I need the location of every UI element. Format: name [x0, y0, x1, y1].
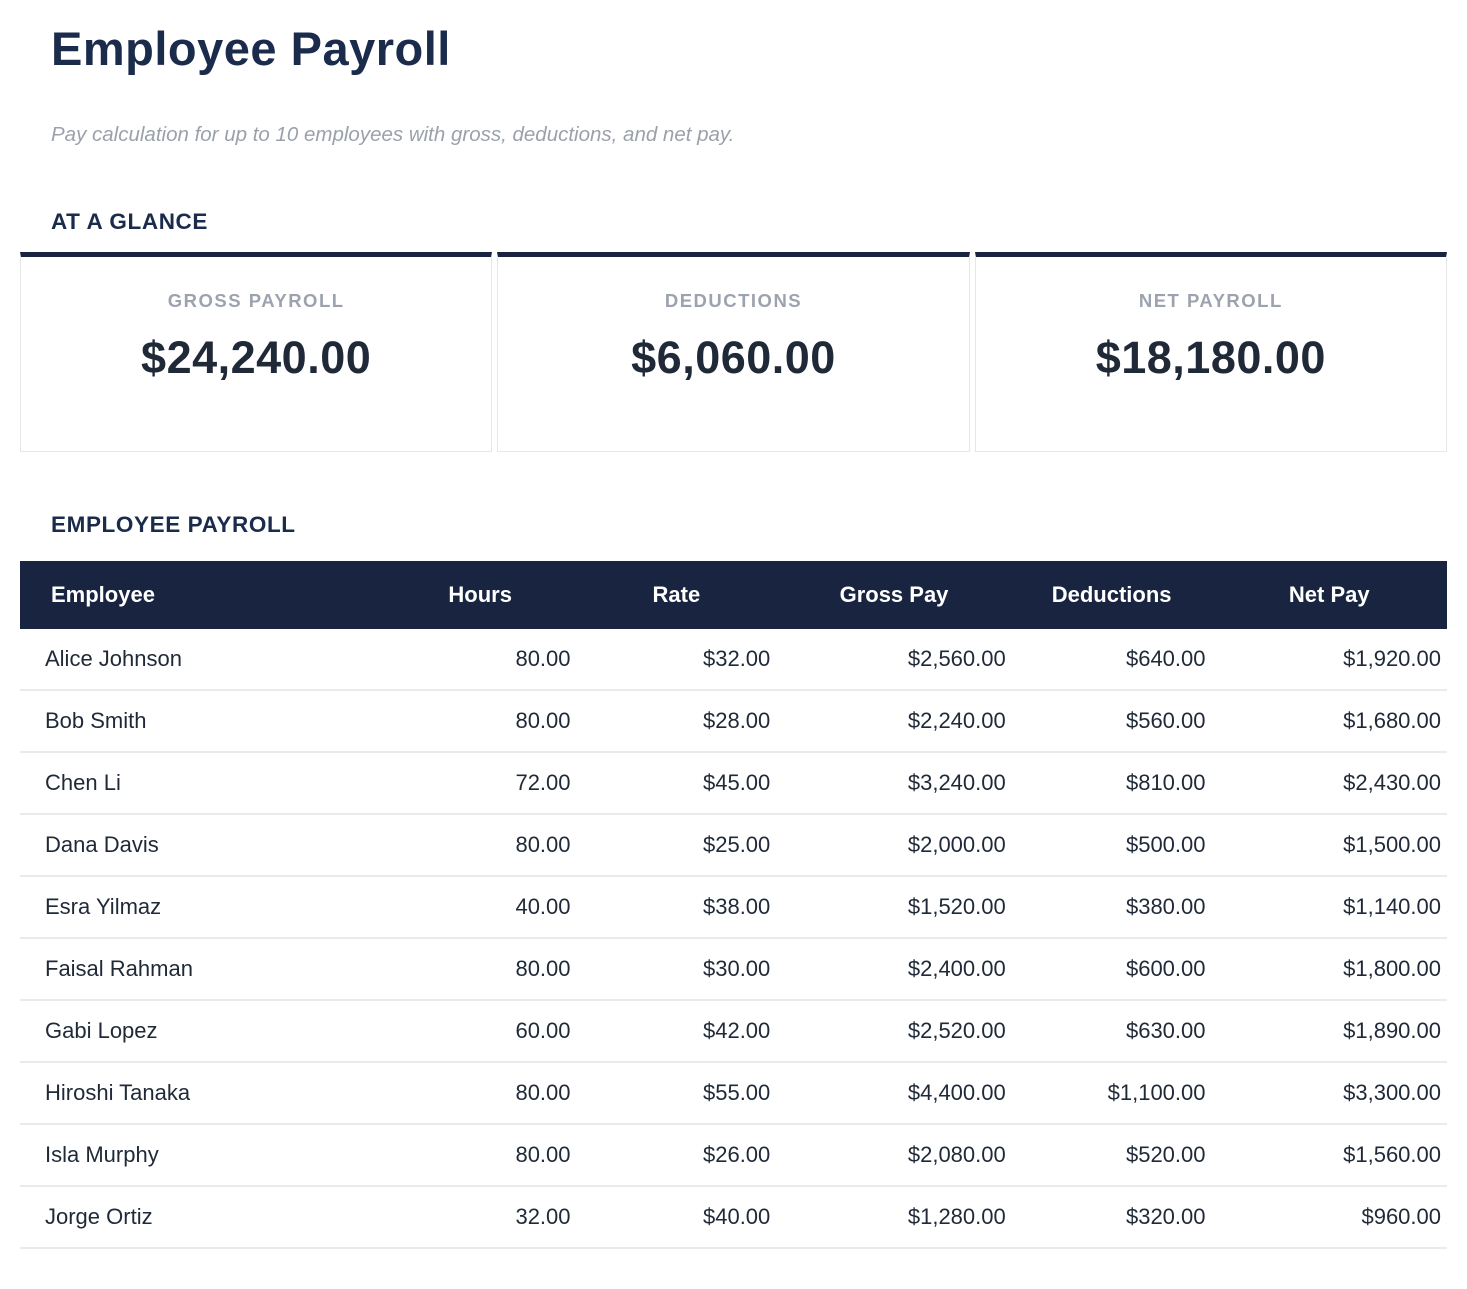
cell-deductions: $320.00	[1011, 1186, 1212, 1250]
table-row: Gabi Lopez 60.00 $42.00 $2,520.00 $630.00 $1,…	[20, 1000, 1447, 1064]
stat-value-net-payroll: $18,180.00	[1095, 332, 1326, 384]
cell-hours: 80.00	[383, 1124, 577, 1188]
cell-net-pay: $1,680.00	[1211, 690, 1447, 754]
stat-value-deductions: $6,060.00	[631, 332, 836, 384]
cell-gross-pay: $2,520.00	[776, 1000, 1012, 1064]
cell-deductions: $1,100.00	[1011, 1062, 1212, 1126]
column-header-rate: Rate	[576, 561, 777, 630]
cell-rate: $42.00	[576, 1000, 777, 1064]
cell-employee: Alice Johnson	[20, 629, 384, 692]
stat-value-gross-payroll: $24,240.00	[141, 332, 372, 384]
cell-deductions: $380.00	[1011, 876, 1212, 940]
cell-deductions: $520.00	[1011, 1124, 1212, 1188]
cell-hours: 80.00	[383, 690, 577, 754]
cell-net-pay: $1,560.00	[1211, 1124, 1447, 1188]
table-row: Chen Li 72.00 $45.00 $3,240.00 $810.00 $2,430…	[20, 752, 1447, 816]
cell-rate: $55.00	[576, 1062, 777, 1126]
table-row: Bob Smith 80.00 $28.00 $2,240.00 $560.00 $1,6…	[20, 690, 1447, 754]
cell-hours: 80.00	[383, 814, 577, 878]
column-header-gross-pay: Gross Pay	[776, 561, 1012, 630]
cell-rate: $45.00	[576, 752, 777, 816]
cell-gross-pay: $2,080.00	[776, 1124, 1012, 1188]
cell-gross-pay: $2,000.00	[776, 814, 1012, 878]
table-row: Jorge Ortiz 32.00 $40.00 $1,280.00 $320.00 $9…	[20, 1186, 1447, 1250]
table-row: Hiroshi Tanaka 80.00 $55.00 $4,400.00 $1,100…	[20, 1062, 1447, 1126]
cell-gross-pay: $3,240.00	[776, 752, 1012, 816]
cell-net-pay: $1,920.00	[1211, 629, 1447, 692]
cell-gross-pay: $2,400.00	[776, 938, 1012, 1002]
table-row: Faisal Rahman 80.00 $30.00 $2,400.00 $600.00…	[20, 938, 1447, 1002]
cell-net-pay: $1,800.00	[1211, 938, 1447, 1002]
cell-deductions: $810.00	[1011, 752, 1212, 816]
stat-cards: GROSS PAYROLL $24,240.00 DEDUCTIONS $6,0…	[20, 252, 1447, 453]
cell-hours: 32.00	[383, 1186, 577, 1250]
page-subtitle: Pay calculation for up to 10 employees w…	[51, 123, 735, 147]
stat-label-gross-payroll: GROSS PAYROLL	[167, 290, 345, 312]
cell-employee: Faisal Rahman	[20, 938, 384, 1002]
table-row: Dana Davis 80.00 $25.00 $2,000.00 $500.00 $1,…	[20, 814, 1447, 878]
cell-deductions: $500.00	[1011, 814, 1212, 878]
cell-rate: $25.00	[576, 814, 777, 878]
cell-gross-pay: $1,520.00	[776, 876, 1012, 940]
column-header-employee: Employee	[20, 561, 384, 630]
cell-hours: 72.00	[383, 752, 577, 816]
cell-employee: Gabi Lopez	[20, 1000, 384, 1064]
employee-payroll-section: EMPLOYEE PAYROLL Employee Hours Rate Gro…	[20, 512, 1447, 1250]
cell-deductions: $600.00	[1011, 938, 1212, 1002]
page-title: Employee Payroll	[51, 22, 451, 75]
stat-card-gross-payroll: GROSS PAYROLL $24,240.00	[20, 252, 493, 453]
cell-gross-pay: $1,280.00	[776, 1186, 1012, 1250]
table-row: Alice Johnson 80.00 $32.00 $2,560.00 $640.00…	[20, 629, 1447, 692]
payroll-table: Employee Hours Rate Gross Pay Deductions…	[20, 561, 1447, 1250]
table-row: Esra Yilmaz 40.00 $38.00 $1,520.00 $380.00 $1…	[20, 876, 1447, 940]
cell-deductions: $640.00	[1011, 629, 1212, 692]
payroll-table-body: Alice Johnson 80.00 $32.00 $2,560.00 $640.00…	[20, 629, 1447, 1250]
cell-net-pay: $3,300.00	[1211, 1062, 1447, 1126]
cell-hours: 40.00	[383, 876, 577, 940]
cell-rate: $32.00	[576, 629, 777, 692]
cell-net-pay: $960.00	[1211, 1186, 1447, 1250]
table-row: Isla Murphy 80.00 $26.00 $2,080.00 $520.00 $1…	[20, 1124, 1447, 1188]
cell-hours: 60.00	[383, 1000, 577, 1064]
cell-employee: Isla Murphy	[20, 1124, 384, 1188]
cell-net-pay: $1,890.00	[1211, 1000, 1447, 1064]
cell-employee: Chen Li	[20, 752, 384, 816]
cell-employee: Bob Smith	[20, 690, 384, 754]
column-header-net-pay: Net Pay	[1211, 561, 1447, 630]
cell-rate: $26.00	[576, 1124, 777, 1188]
cell-deductions: $560.00	[1011, 690, 1212, 754]
cell-employee: Dana Davis	[20, 814, 384, 878]
stat-label-net-payroll: NET PAYROLL	[1138, 290, 1283, 312]
cell-gross-pay: $4,400.00	[776, 1062, 1012, 1126]
cell-deductions: $630.00	[1011, 1000, 1212, 1064]
cell-hours: 80.00	[383, 938, 577, 1002]
cell-rate: $40.00	[576, 1186, 777, 1250]
column-header-deductions: Deductions	[1011, 561, 1212, 630]
cell-employee: Hiroshi Tanaka	[20, 1062, 384, 1126]
cell-net-pay: $1,140.00	[1211, 876, 1447, 940]
cell-employee: Esra Yilmaz	[20, 876, 384, 940]
cell-net-pay: $2,430.00	[1211, 752, 1447, 816]
stat-card-net-payroll: NET PAYROLL $18,180.00	[974, 252, 1447, 453]
stat-card-deductions: DEDUCTIONS $6,060.00	[497, 252, 970, 453]
cell-gross-pay: $2,560.00	[776, 629, 1012, 692]
cell-hours: 80.00	[383, 1062, 577, 1126]
stat-label-deductions: DEDUCTIONS	[664, 290, 803, 312]
at-a-glance-section: AT A GLANCE GROSS PAYROLL $24,240.00 DED…	[20, 209, 1447, 453]
cell-hours: 80.00	[383, 629, 577, 692]
cell-net-pay: $1,500.00	[1211, 814, 1447, 878]
employee-payroll-heading: EMPLOYEE PAYROLL	[51, 512, 296, 538]
cell-gross-pay: $2,240.00	[776, 690, 1012, 754]
table-header-row: Employee Hours Rate Gross Pay Deductions…	[20, 561, 1447, 630]
column-header-hours: Hours	[383, 561, 577, 630]
cell-employee: Jorge Ortiz	[20, 1186, 384, 1250]
cell-rate: $28.00	[576, 690, 777, 754]
at-a-glance-heading: AT A GLANCE	[51, 209, 209, 235]
cell-rate: $38.00	[576, 876, 777, 940]
cell-rate: $30.00	[576, 938, 777, 1002]
